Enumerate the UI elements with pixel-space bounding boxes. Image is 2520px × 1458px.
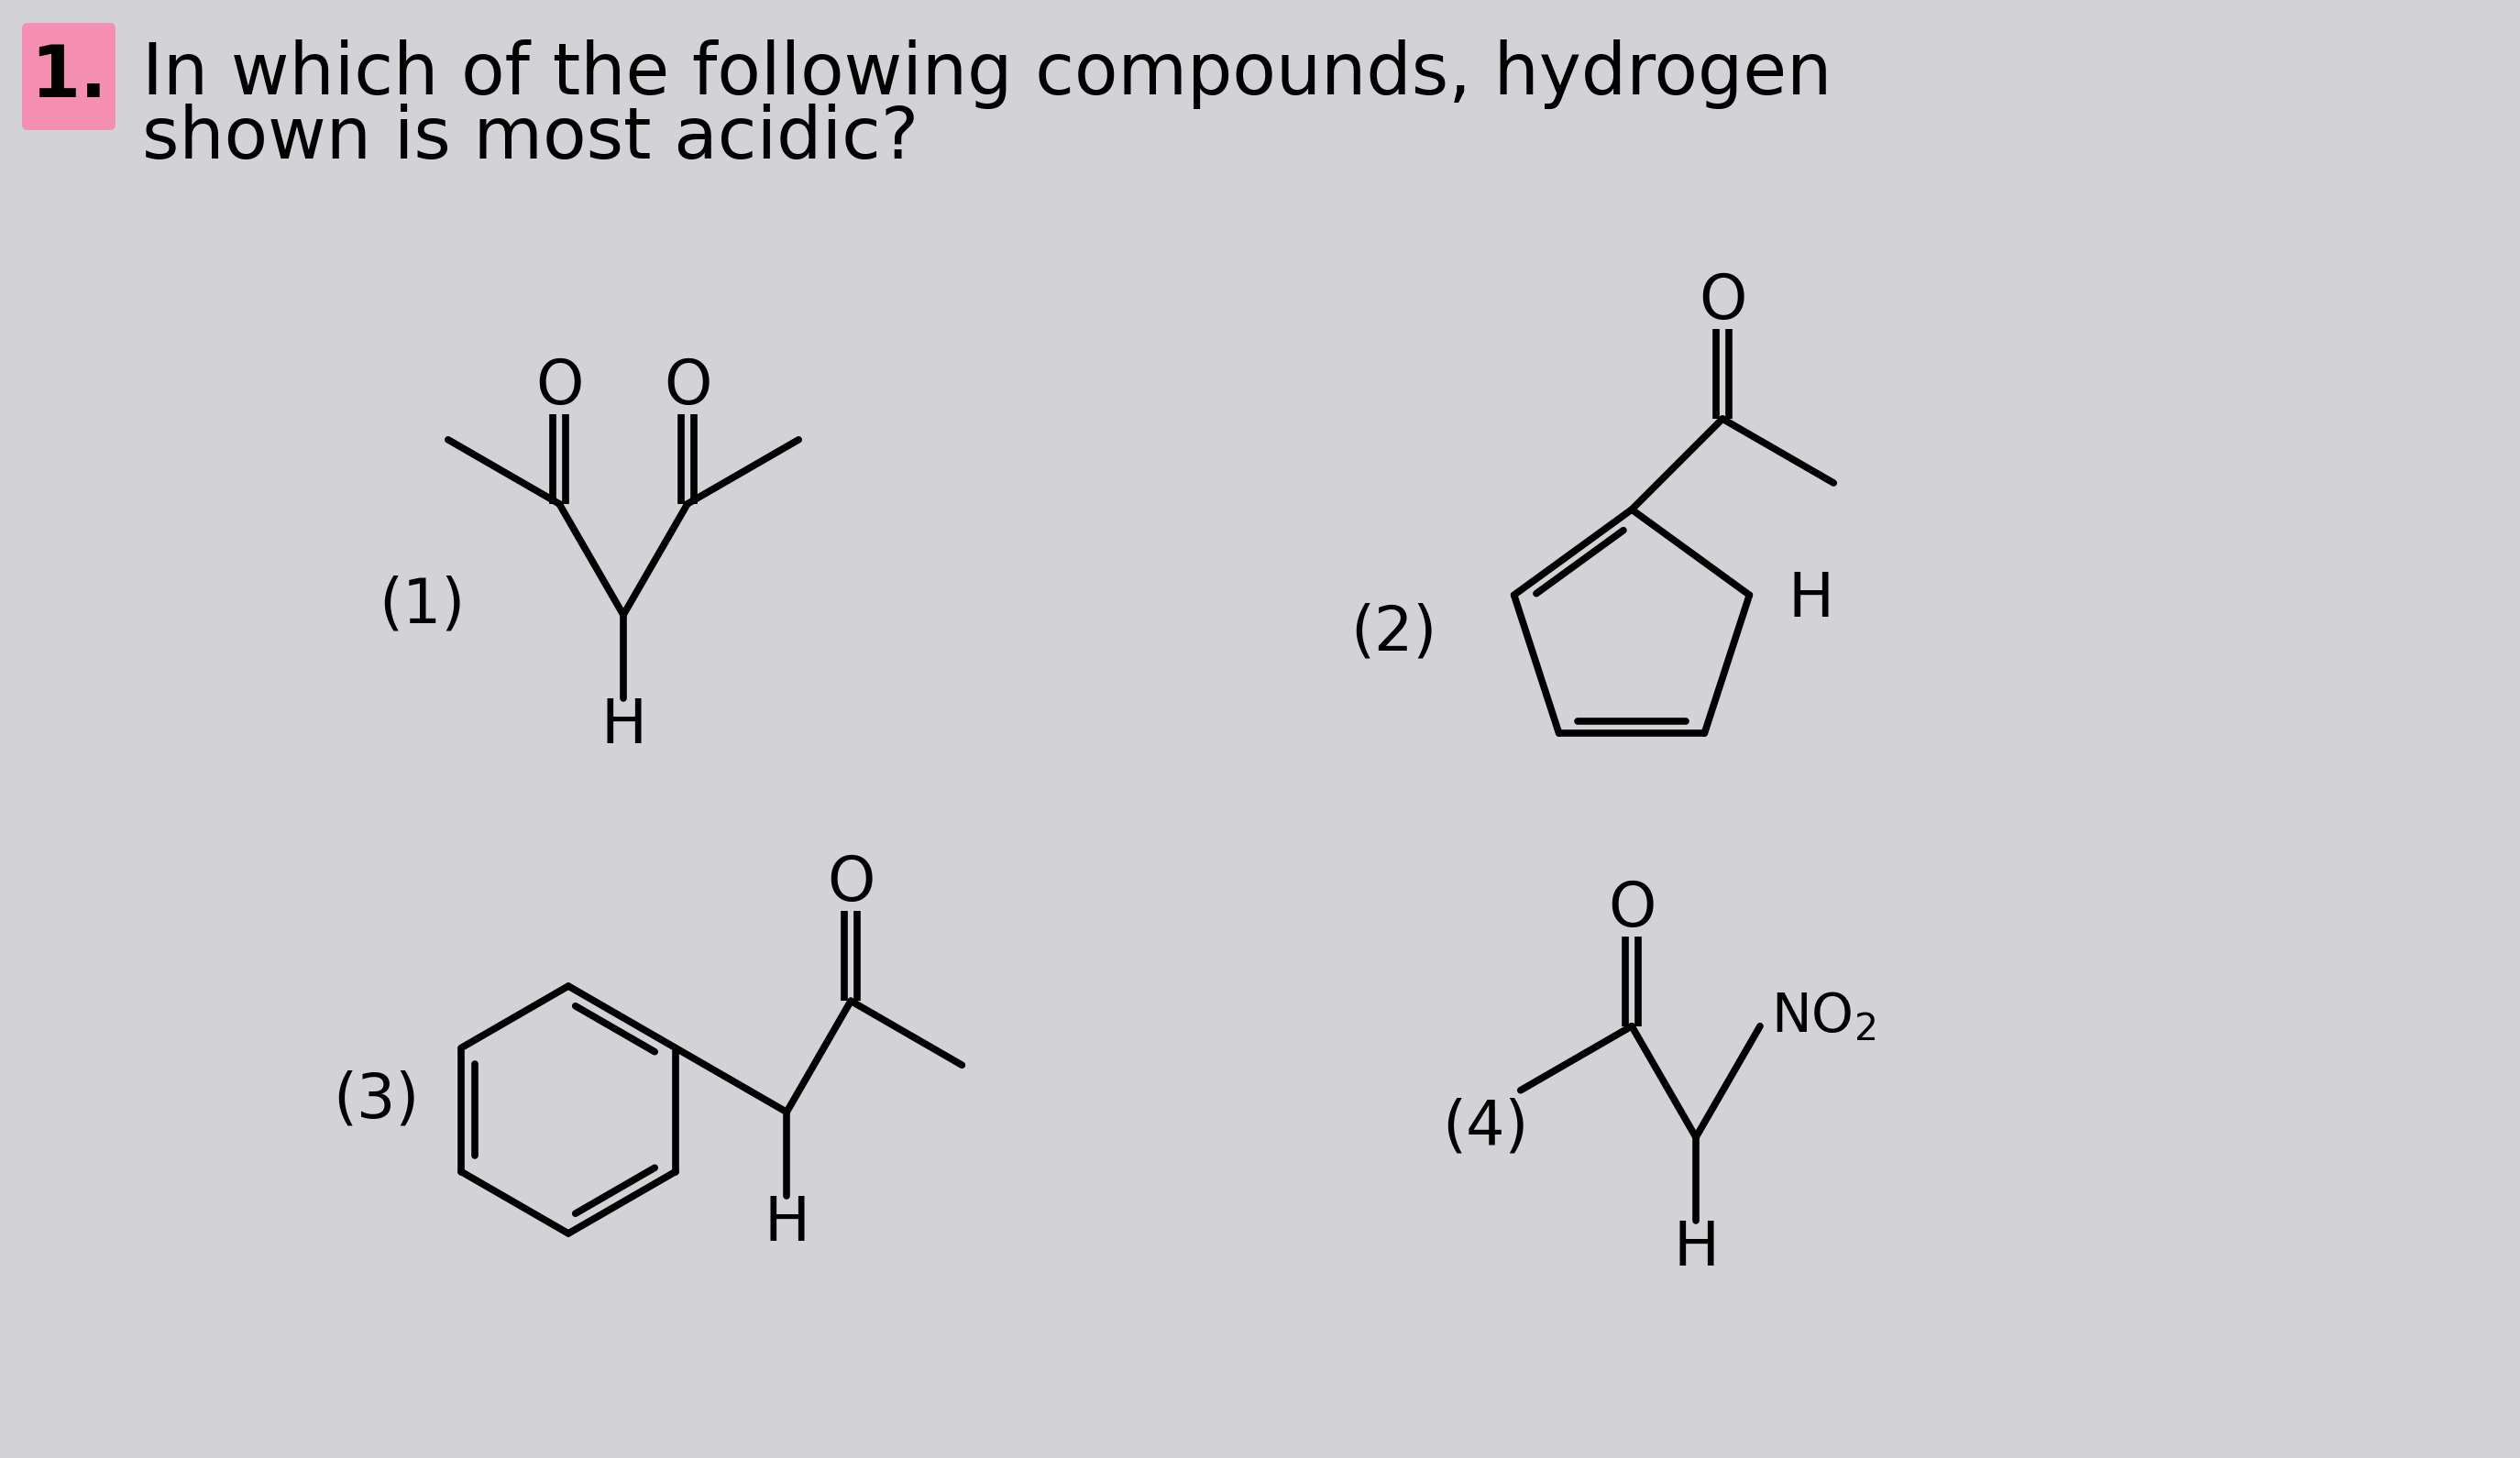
Text: O: O [1698,271,1746,332]
Text: H: H [1787,569,1835,630]
Text: In which of the following compounds, hydrogen: In which of the following compounds, hyd… [141,39,1832,109]
Text: (3): (3) [333,1070,418,1131]
Text: O: O [534,356,582,417]
Text: NO$_2$: NO$_2$ [1772,990,1875,1044]
Text: O: O [827,853,874,914]
Text: (4): (4) [1441,1098,1527,1158]
Text: (1): (1) [378,576,464,636]
Text: O: O [1608,879,1656,939]
Text: (2): (2) [1351,604,1436,663]
Text: H: H [1673,1217,1719,1279]
Text: H: H [764,1193,809,1254]
Text: 1.: 1. [30,42,106,112]
Text: shown is most acidic?: shown is most acidic? [141,104,920,174]
Text: O: O [663,356,711,417]
FancyBboxPatch shape [23,23,116,130]
Text: H: H [600,695,645,757]
